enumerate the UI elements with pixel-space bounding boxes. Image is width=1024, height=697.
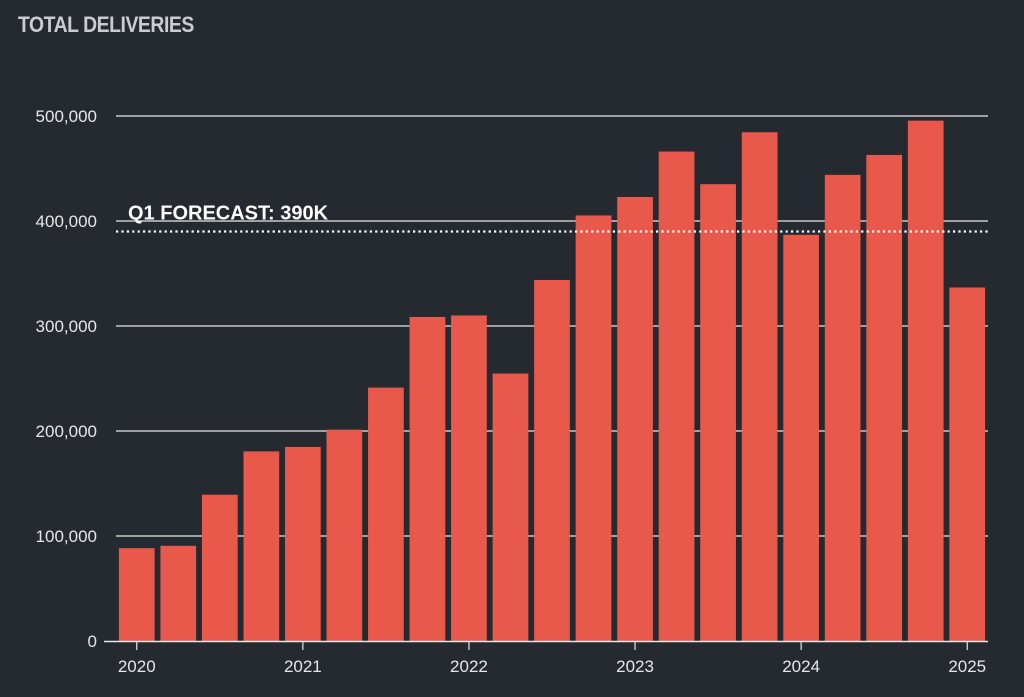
x-tick-label: 2020	[118, 657, 156, 676]
x-tick-label: 2021	[284, 657, 322, 676]
axes: 0 100,000 200,000 300,000 400,000 500,000 2020…	[36, 107, 988, 676]
bar	[783, 234, 819, 642]
bar	[741, 132, 778, 642]
bar	[160, 545, 197, 641]
y-tick-label: 500,000	[36, 107, 97, 126]
y-tick-label: 200,000	[36, 422, 97, 441]
bars	[118, 120, 986, 642]
x-tick-label: 2022	[450, 657, 488, 676]
bar	[866, 154, 903, 641]
bar	[243, 451, 280, 641]
bar	[824, 174, 861, 642]
bar	[658, 151, 695, 642]
bar	[285, 446, 321, 641]
annotations: Q1 FORECAST: 390K	[116, 203, 988, 233]
bar	[451, 315, 487, 641]
x-tick-label: 2025	[948, 657, 986, 676]
y-tick-label: 0	[88, 632, 97, 651]
bar	[617, 196, 653, 641]
bar	[575, 215, 612, 641]
chart-title: TOTAL DELIVERIES	[18, 12, 194, 37]
y-tick-label: 100,000	[36, 527, 97, 546]
x-tick-label: 2023	[616, 657, 654, 676]
x-tick-label: 2024	[782, 657, 820, 676]
bar	[118, 548, 155, 641]
forecast-label: Q1 FORECAST: 390K	[128, 203, 329, 225]
bar	[326, 429, 363, 641]
y-tick-label: 400,000	[36, 212, 97, 231]
bar	[949, 287, 986, 641]
bar	[409, 316, 446, 641]
bar	[700, 184, 736, 641]
bar	[201, 494, 238, 641]
y-tick-label: 300,000	[36, 317, 97, 336]
bar	[534, 279, 570, 641]
bar	[368, 387, 404, 641]
bar	[907, 120, 944, 642]
bar	[492, 373, 529, 641]
